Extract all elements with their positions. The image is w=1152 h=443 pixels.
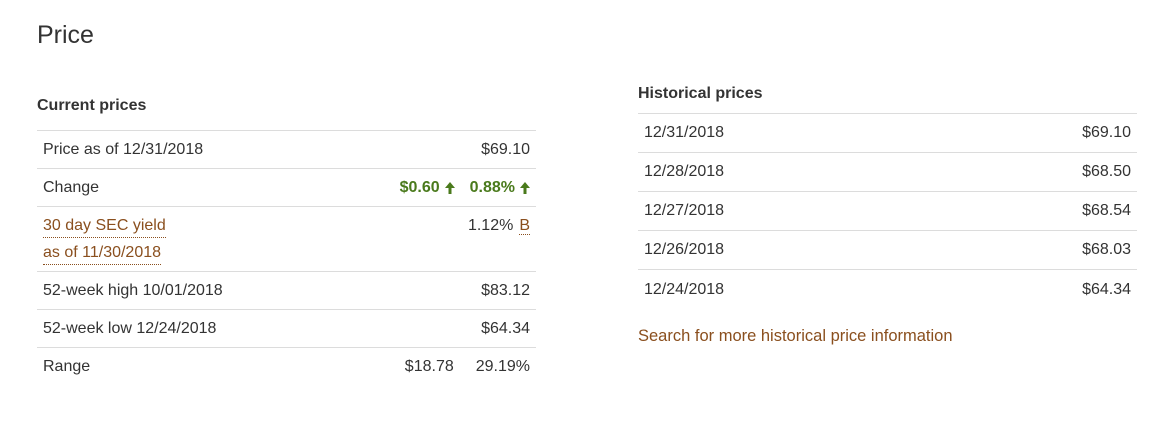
current-prices-section: Current prices Price as of 12/31/2018 $6… — [37, 94, 536, 386]
range-label: Range — [43, 358, 91, 375]
change-row: Change $0.60 0.88% — [37, 169, 536, 207]
change-percent-group: 0.88% — [470, 176, 530, 200]
range-values: $18.78 29.19% — [405, 355, 530, 379]
change-amount: $0.60 — [399, 178, 440, 196]
low-52-week-label: 52-week low 12/24/2018 — [43, 319, 217, 337]
range-row: Range $18.78 29.19% — [37, 348, 536, 386]
sec-yield-label-group: 30 day SEC yield as of 11/30/2018 — [43, 214, 166, 268]
high-52-week-label: 52-week high 10/01/2018 — [43, 281, 223, 299]
historical-prices-section: Historical prices 12/31/2018 $69.10 12/2… — [638, 82, 1137, 348]
range-percent: 29.19% — [475, 358, 530, 375]
sec-yield-date-link[interactable]: as of 11/30/2018 — [43, 242, 162, 265]
sec-yield-definition-link[interactable]: 30 day SEC yield — [43, 215, 166, 238]
historical-date: 12/26/2018 — [644, 241, 725, 258]
price-as-of-value: $69.10 — [481, 140, 530, 158]
historical-price: $69.10 — [1082, 124, 1131, 141]
high-52-week-row: 52-week high 10/01/2018 $83.12 — [37, 272, 536, 310]
table-row: 12/28/2018 $68.50 — [638, 153, 1137, 192]
change-percent: 0.88% — [469, 178, 515, 196]
page-title: Price — [37, 21, 94, 49]
historical-date: 12/24/2018 — [644, 280, 725, 298]
change-label: Change — [43, 178, 100, 196]
historical-prices-heading: Historical prices — [638, 85, 763, 102]
arrow-up-icon — [520, 181, 530, 194]
historical-date: 12/31/2018 — [644, 124, 725, 141]
price-as-of-row: Price as of 12/31/2018 $69.10 — [37, 131, 536, 169]
table-row: 12/26/2018 $68.03 — [638, 231, 1137, 270]
historical-date: 12/28/2018 — [644, 163, 725, 180]
range-amount: $18.78 — [404, 358, 454, 375]
historical-price: $68.54 — [1082, 202, 1131, 219]
historical-price: $68.03 — [1082, 241, 1131, 258]
current-prices-table: Price as of 12/31/2018 $69.10 Change $0.… — [37, 130, 536, 386]
historical-date: 12/27/2018 — [644, 202, 725, 219]
sec-yield-footnote-link[interactable]: B — [519, 217, 530, 235]
change-amount-group: $0.60 — [400, 176, 455, 200]
current-prices-heading: Current prices — [37, 97, 147, 114]
low-52-week-value: $64.34 — [481, 319, 530, 337]
high-52-week-value: $83.12 — [481, 281, 530, 299]
historical-prices-table: 12/31/2018 $69.10 12/28/2018 $68.50 12/2… — [638, 113, 1137, 309]
historical-price: $64.34 — [1082, 280, 1131, 298]
table-row: 12/31/2018 $69.10 — [638, 114, 1137, 153]
sec-yield-value: 1.12% — [467, 217, 514, 234]
sec-yield-row: 30 day SEC yield as of 11/30/2018 1.12% B — [37, 207, 536, 272]
historical-price: $68.50 — [1082, 163, 1131, 180]
change-values: $0.60 0.88% — [400, 176, 530, 200]
sec-yield-value-group: 1.12% B — [468, 214, 530, 238]
arrow-up-icon — [444, 181, 455, 194]
price-as-of-label: Price as of 12/31/2018 — [43, 140, 204, 158]
table-row: 12/27/2018 $68.54 — [638, 192, 1137, 231]
historical-price-search-link[interactable]: Search for more historical price informa… — [638, 327, 953, 345]
low-52-week-row: 52-week low 12/24/2018 $64.34 — [37, 310, 536, 348]
table-row: 12/24/2018 $64.34 — [638, 270, 1137, 309]
